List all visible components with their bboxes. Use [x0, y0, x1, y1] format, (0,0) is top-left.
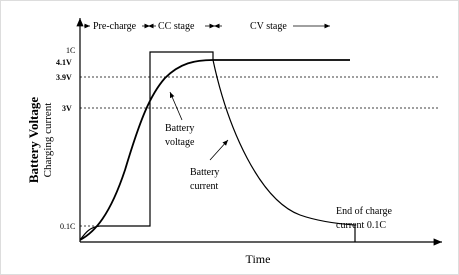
reference-lines [80, 76, 440, 227]
annotation: End of charge [336, 206, 392, 217]
x-axis-title: Time [246, 252, 271, 266]
stage-label: Pre-charge [93, 21, 137, 32]
y-axis-title: Battery Voltage [26, 97, 41, 184]
stage-label: CV stage [250, 21, 287, 32]
y-label: 3.9V [56, 73, 72, 82]
annotation-arrow [209, 139, 229, 161]
voltage-curve [79, 59, 350, 241]
annotation-arrow [169, 91, 183, 121]
y-label: 1C [66, 46, 75, 55]
annotation: voltage [165, 137, 195, 148]
annotation: current 0.1C [336, 220, 386, 231]
annotation: current [190, 181, 219, 192]
stage-label: CC stage [158, 21, 195, 32]
annotation: Battery [165, 123, 194, 134]
y-label: 0.1C [60, 222, 75, 231]
y-label: 3V [62, 104, 72, 113]
current-curve [79, 51, 356, 242]
y-axis-title: Charging current [42, 103, 54, 178]
annotation: Battery [190, 167, 219, 178]
y-label: 4.1V [56, 58, 72, 67]
